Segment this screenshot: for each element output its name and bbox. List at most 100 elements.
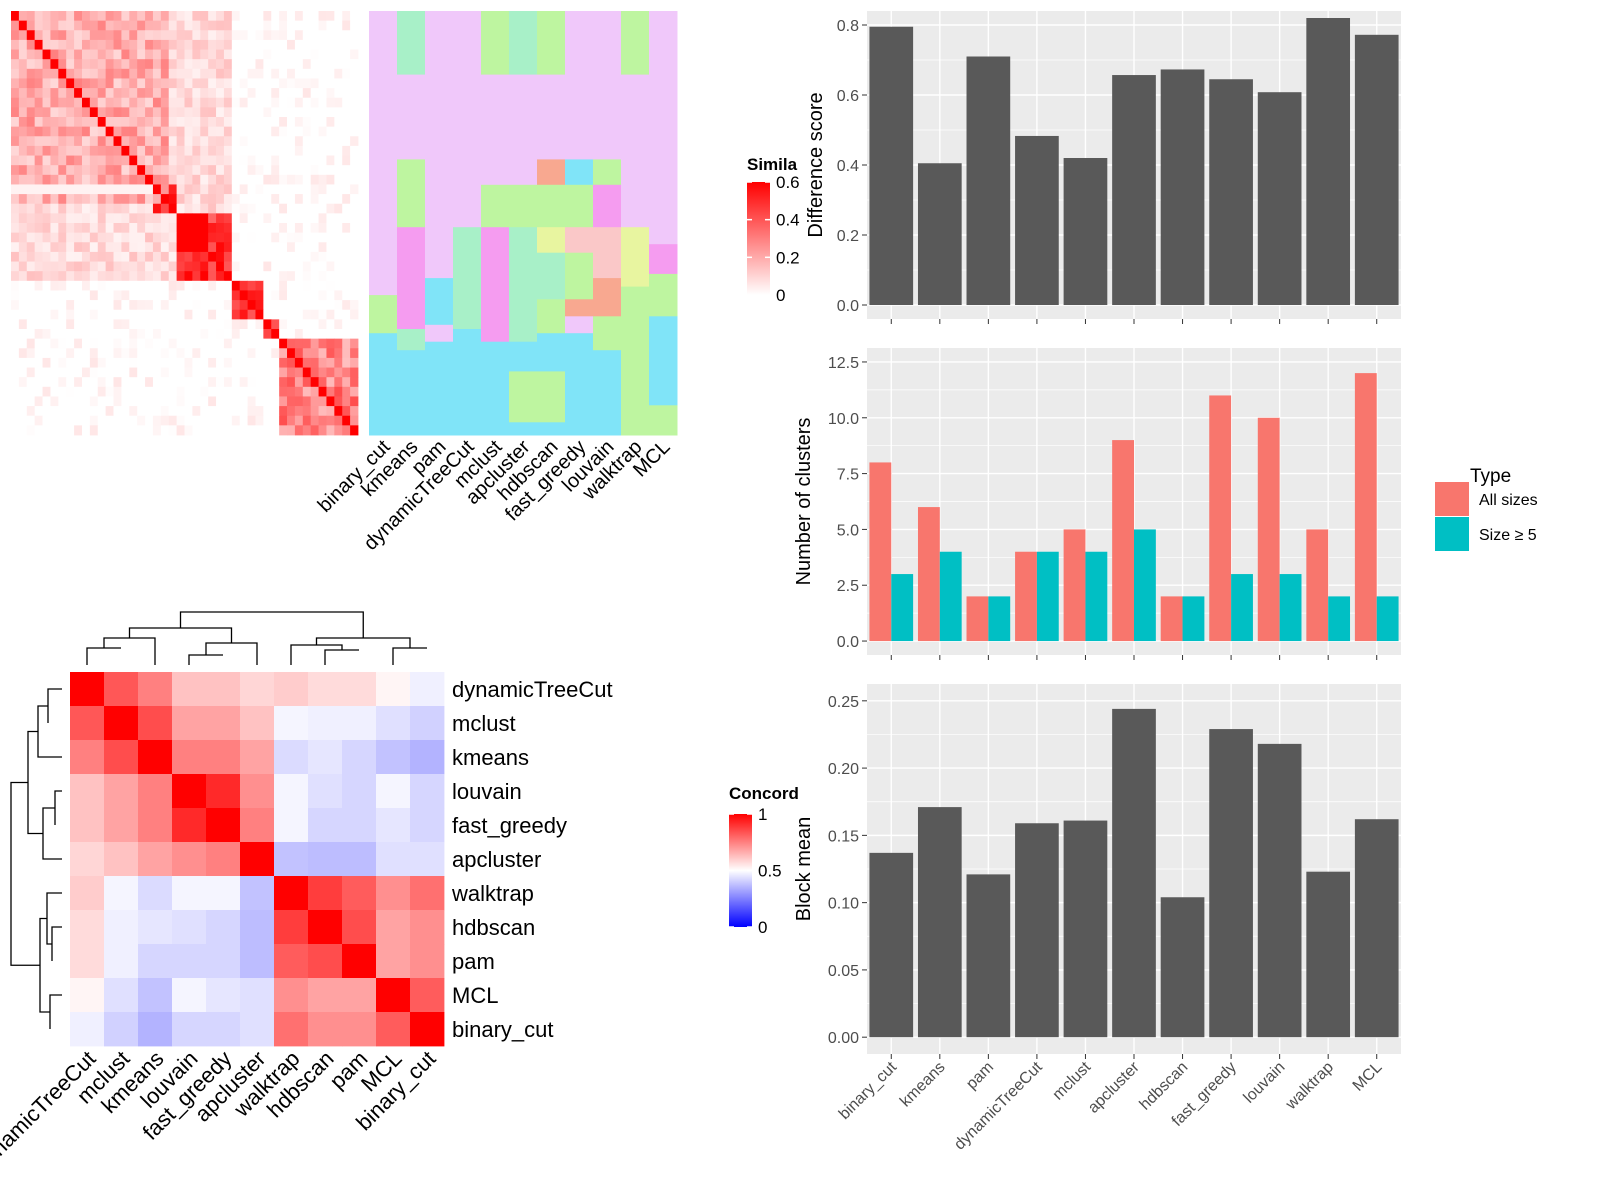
similarity-cell [34, 425, 43, 436]
similarity-cell [279, 97, 288, 108]
similarity-cell [34, 78, 43, 89]
similarity-cell [279, 415, 288, 426]
similarity-cell [231, 242, 241, 253]
similarity-cell [97, 280, 107, 291]
similarity-cell [168, 155, 178, 166]
bar-all-sizes [1257, 417, 1280, 642]
similarity-cell [11, 11, 20, 22]
similarity-cell [271, 242, 280, 253]
similarity-cell [42, 242, 51, 253]
similarity-cell [121, 338, 130, 349]
similarity-cell [287, 78, 296, 89]
similarity-cell [334, 377, 343, 388]
similarity-cell [294, 232, 304, 243]
similarity-cell [231, 290, 241, 301]
similarity-cell [89, 97, 99, 108]
similarity-cell [231, 319, 241, 330]
similarity-cell [89, 319, 99, 330]
dendrogram-branch [46, 892, 62, 945]
similarity-cell [50, 203, 59, 214]
similarity-cell [216, 261, 225, 272]
concordance-cell [410, 1012, 445, 1047]
similarity-cell [66, 174, 75, 185]
similarity-cell [192, 338, 201, 349]
similarity-cell [208, 367, 217, 378]
similarity-cell [184, 261, 193, 272]
similarity-cell [216, 155, 225, 166]
similarity-cell [318, 251, 327, 262]
similarity-cell [302, 20, 312, 31]
concordance-cell [376, 842, 411, 877]
similarity-cell [239, 194, 248, 205]
similarity-cell [50, 68, 59, 79]
similarity-cell [223, 223, 233, 234]
similarity-cell [74, 49, 83, 60]
similarity-cell [89, 261, 99, 272]
similarity-cell [255, 377, 264, 388]
similarity-cell [350, 425, 359, 436]
similarity-cell [208, 415, 217, 426]
similarity-cell [255, 386, 264, 397]
similarity-cell [223, 251, 233, 262]
class-cell [565, 184, 594, 228]
similarity-cell [350, 11, 359, 22]
similarity-cell [326, 11, 335, 22]
similarity-cell [66, 367, 75, 378]
similarity-cell [223, 78, 233, 89]
bar-size-5 [1279, 574, 1302, 642]
similarity-cell [50, 136, 59, 147]
similarity-cell [294, 68, 304, 79]
similarity-cell [26, 396, 36, 407]
similarity-cell [137, 136, 146, 147]
concordance-cell [308, 774, 343, 809]
similarity-cell [223, 184, 233, 195]
similarity-cell [152, 280, 162, 291]
similarity-cell [216, 145, 225, 156]
similarity-cell [26, 194, 36, 205]
dendrogram-branch [290, 644, 343, 665]
similarity-cell [271, 78, 280, 89]
similarity-cell [318, 59, 327, 70]
similarity-cell [26, 107, 36, 118]
similarity-cell [26, 11, 36, 22]
similarity-cell [287, 425, 296, 436]
similarity-cell [97, 184, 107, 195]
similarity-cell [318, 39, 327, 50]
similarity-cell [137, 357, 146, 368]
similarity-cell [26, 242, 36, 253]
similarity-cell [137, 425, 146, 436]
similarity-cell [255, 11, 264, 22]
similarity-cell [216, 194, 225, 205]
similarity-cell [66, 194, 75, 205]
concordance-cell [70, 842, 105, 877]
similarity-cell [66, 49, 75, 60]
similarity-cell [231, 377, 241, 388]
similarity-cell [231, 194, 241, 205]
similarity-cell [302, 242, 312, 253]
similarity-cell [105, 194, 114, 205]
similarity-cell [152, 88, 162, 99]
similarity-cell [318, 203, 327, 214]
similarity-cell [66, 271, 75, 282]
similarity-cell [231, 68, 241, 79]
similarity-cell [121, 155, 130, 166]
similarity-cell [192, 300, 201, 311]
concordance-cell [172, 672, 207, 707]
similarity-cell [263, 30, 272, 41]
similarity-cell [137, 88, 146, 99]
similarity-cell [216, 367, 225, 378]
similarity-cell [50, 309, 59, 320]
similarity-cell [168, 88, 178, 99]
similarity-cell [310, 174, 319, 185]
similarity-cell [302, 425, 312, 436]
similarity-cell [26, 300, 36, 311]
similarity-cell [279, 213, 288, 224]
similarity-cell [342, 415, 351, 426]
similarity-cell [50, 49, 59, 60]
similarity-cell [318, 194, 327, 205]
similarity-cell [302, 184, 312, 195]
similarity-cell [350, 415, 359, 426]
similarity-cell [26, 155, 36, 166]
similarity-cell [287, 155, 296, 166]
similarity-cell [200, 367, 209, 378]
